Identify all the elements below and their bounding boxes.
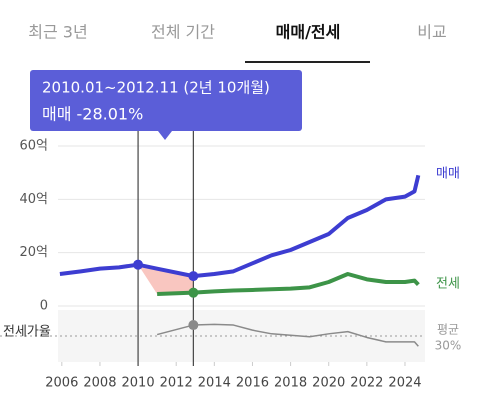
tooltip-text: 매매 -28.01% <box>42 105 143 124</box>
y-tick-label: 0 <box>40 299 48 314</box>
series-label: 매매 <box>436 167 460 182</box>
x-tick-label: 2020 <box>312 376 345 391</box>
point-marker <box>133 259 144 270</box>
tab[interactable]: 최근 3년 <box>28 23 87 42</box>
point-marker <box>188 287 199 298</box>
tab[interactable]: 전체 기간 <box>151 23 215 42</box>
tooltip-box <box>30 70 302 131</box>
y-tick-label: 60억 <box>19 139 48 154</box>
selection-shade <box>138 264 194 294</box>
tab[interactable]: 매매/전세 <box>276 23 341 42</box>
tab[interactable]: 비교 <box>417 23 446 42</box>
x-tick-label: 2024 <box>388 376 421 391</box>
point-marker <box>188 271 199 282</box>
point-marker <box>188 320 199 331</box>
x-tick-label: 2016 <box>236 376 269 391</box>
series-label: 전세 <box>436 277 460 292</box>
y-tick-label: 20억 <box>19 245 48 260</box>
y-tick-label: 40억 <box>19 192 48 207</box>
average-value: 30% <box>435 339 462 353</box>
x-tick-label: 2006 <box>45 376 78 391</box>
series-line <box>157 272 420 296</box>
average-label: 평균 <box>437 323 459 337</box>
tooltip-pointer <box>158 131 172 140</box>
series-label: 전세가율 <box>3 325 51 340</box>
series-line <box>156 323 419 347</box>
x-tick-label: 2022 <box>350 376 383 391</box>
series-line <box>59 174 421 279</box>
x-tick-label: 2010 <box>122 376 155 391</box>
x-tick-label: 2018 <box>274 376 307 391</box>
tooltip-title: 2010.01~2012.11 (2년 10개월) <box>42 79 270 97</box>
x-tick-label: 2014 <box>198 376 231 391</box>
x-tick-label: 2012 <box>160 376 193 391</box>
x-tick-label: 2008 <box>83 376 116 391</box>
